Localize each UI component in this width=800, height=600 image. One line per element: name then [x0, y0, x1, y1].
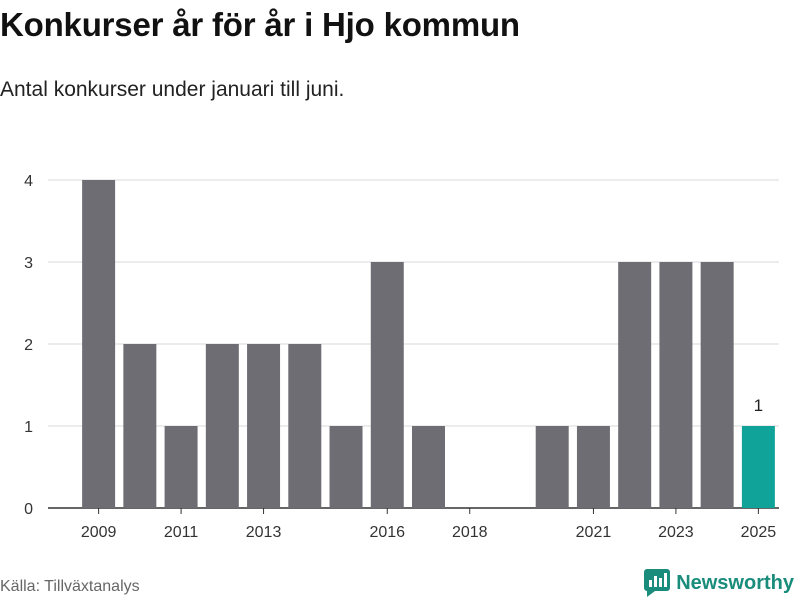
x-tick-label-2018: 2018 — [452, 524, 488, 541]
y-tick-label-3: 3 — [24, 255, 33, 272]
y-tick-label-4: 4 — [24, 173, 33, 190]
bar-2013 — [247, 344, 281, 508]
bar-2012 — [205, 344, 239, 508]
bar-2021 — [576, 426, 610, 508]
x-tick-label-2009: 2009 — [81, 524, 117, 541]
bar-2023 — [659, 262, 693, 508]
data-labels: 1 — [754, 396, 763, 415]
y-tick-label-2: 2 — [24, 337, 33, 354]
y-tick-label-0: 0 — [24, 501, 33, 518]
bar-2024 — [700, 262, 734, 508]
bar-2025 — [741, 426, 775, 508]
brand-name: Newsworthy — [676, 571, 794, 594]
newsworthy-logo: Newsworthy — [644, 569, 794, 597]
y-axis-ticks: 0 1 2 3 4 — [24, 173, 33, 518]
bar-2016 — [370, 262, 404, 508]
bar-2022 — [618, 262, 652, 508]
bar-2009 — [82, 180, 116, 508]
bar-2010 — [123, 344, 157, 508]
x-tick-label-2021: 2021 — [576, 524, 612, 541]
x-tick-label-2013: 2013 — [246, 524, 282, 541]
x-axis-ticks: 2009 2011 2013 2016 2018 2021 2023 2025 — [81, 508, 776, 541]
chart-subtitle: Antal konkurser under januari till juni. — [0, 78, 345, 101]
x-tick-label-2016: 2016 — [369, 524, 405, 541]
source-text: Källa: Tillväxtanalys — [0, 578, 140, 595]
bar-2017 — [412, 426, 445, 508]
x-tick-label-2025: 2025 — [741, 524, 777, 541]
chart-title: Konkurser år för år i Hjo kommun — [0, 6, 520, 43]
x-tick-label-2023: 2023 — [658, 524, 694, 541]
bar-2020 — [535, 426, 569, 508]
data-label-2025: 1 — [754, 396, 763, 415]
bars — [82, 180, 775, 508]
newsworthy-icon — [644, 569, 671, 597]
bar-2014 — [288, 344, 322, 508]
y-tick-label-1: 1 — [24, 419, 33, 436]
bar-2011 — [164, 426, 198, 508]
x-tick-label-2011: 2011 — [164, 524, 199, 541]
bar-2015 — [329, 426, 363, 508]
